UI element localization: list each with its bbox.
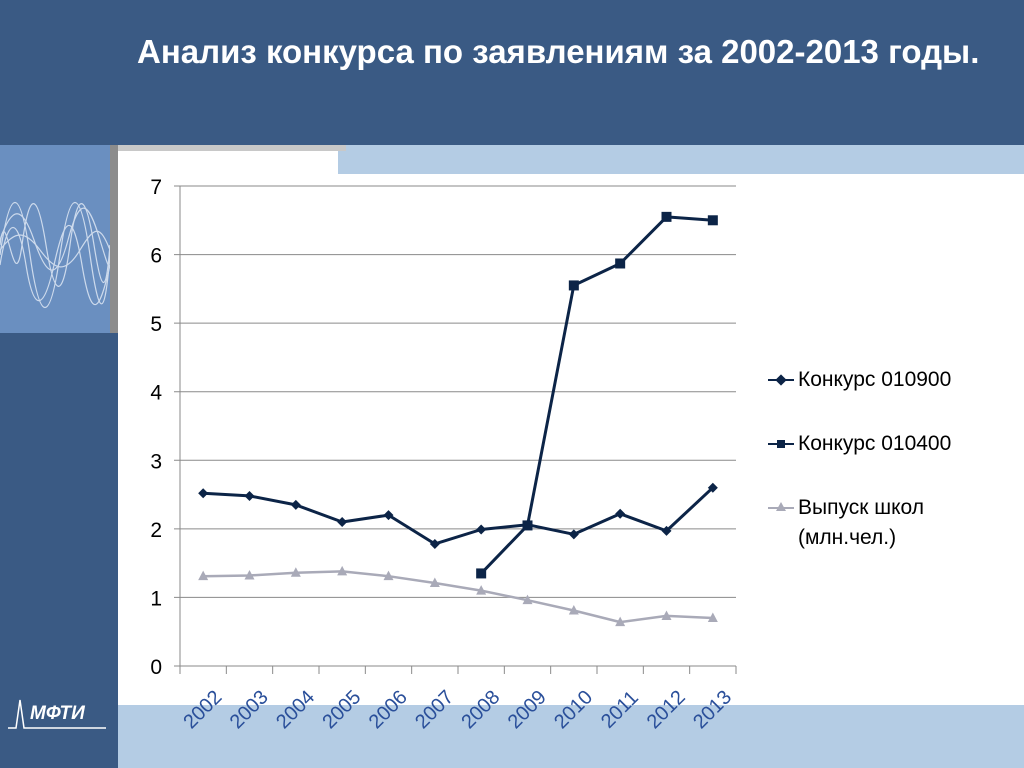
y-tick-label: 1 <box>150 587 162 610</box>
y-tick-label: 5 <box>150 313 162 336</box>
y-tick-label: 4 <box>150 382 162 405</box>
line-chart: 0 1 2 3 4 5 6 7 2002 2003 2004 2005 2006 2007 2008 2009… <box>150 176 737 733</box>
data-point <box>337 517 348 527</box>
accent-bar-top <box>338 145 1024 174</box>
data-point <box>707 482 718 493</box>
data-point <box>290 499 301 510</box>
chart-legend: Конкурс 010900 Конкурс 010400 Выпуск шко… <box>768 365 1018 587</box>
x-tick-label: 2004 <box>272 686 319 733</box>
data-point <box>661 211 672 222</box>
data-point <box>244 490 255 501</box>
x-tick-label: 2007 <box>411 686 458 733</box>
legend-label: Выпуск школ (млн.чел.) <box>798 496 924 549</box>
data-point <box>429 577 440 588</box>
y-tick-label: 3 <box>150 450 162 473</box>
y-tick-label: 6 <box>150 245 162 268</box>
data-point <box>568 280 579 291</box>
legend-label: Конкурс 010900 <box>798 368 952 391</box>
axis-layer <box>179 186 737 674</box>
x-tick-label: 2009 <box>504 686 551 733</box>
x-tick-label: 2003 <box>226 686 273 733</box>
y-tick-label: 0 <box>150 656 162 679</box>
y-tick-label: 2 <box>150 519 162 542</box>
triangle-marker-icon <box>768 502 794 511</box>
x-tick-label: 2006 <box>365 686 412 733</box>
series-line <box>203 570 713 624</box>
wave-decoration <box>0 145 110 333</box>
legend-label: Конкурс 010400 <box>798 432 952 455</box>
legend-item-konkurs-010900: Конкурс 010900 <box>768 365 1018 395</box>
data-point <box>429 538 440 549</box>
data-point <box>568 604 579 615</box>
data-point <box>615 258 626 269</box>
x-tick-label: 2002 <box>179 686 226 733</box>
mipt-logo-icon <box>8 699 106 729</box>
data-point <box>337 565 348 576</box>
x-tick-label: 2005 <box>318 686 365 733</box>
waveform-icon <box>0 202 110 308</box>
data-point <box>244 569 255 580</box>
data-point <box>476 585 487 595</box>
data-point <box>290 567 301 577</box>
diamond-marker-icon <box>768 374 794 386</box>
data-point <box>476 524 487 535</box>
series-layer <box>198 211 718 627</box>
data-point <box>615 616 626 627</box>
x-tick-label: 2008 <box>457 686 504 733</box>
series-line <box>480 215 713 575</box>
grid-layer <box>174 185 736 667</box>
y-tick-label: 7 <box>150 176 162 199</box>
page-title: Анализ конкурса по заявлениям за 2002-20… <box>137 33 980 70</box>
data-point <box>383 570 394 581</box>
data-point <box>476 568 487 579</box>
data-point <box>568 529 579 540</box>
series-line <box>203 486 714 546</box>
x-tick-label: 2013 <box>689 686 736 733</box>
x-tick-label: 2012 <box>643 686 690 733</box>
accent-bar-bottom <box>118 705 1024 768</box>
data-point <box>707 612 718 622</box>
data-point <box>661 525 672 536</box>
x-tick-label: 2011 <box>597 687 643 733</box>
legend-item-school-graduates: Выпуск школ (млн.чел.) <box>768 493 1018 553</box>
x-tick-label: 2010 <box>550 686 597 733</box>
data-point <box>661 610 672 620</box>
data-point <box>615 508 626 519</box>
panel-divider-top <box>118 145 346 151</box>
label-layer: 0 1 2 3 4 5 6 7 2002 2003 2004 2005 2006 2007 2008 2009… <box>150 176 736 733</box>
panel-divider <box>110 145 118 333</box>
data-point <box>522 520 533 531</box>
logo-text: МФТИ <box>30 703 85 724</box>
data-point <box>707 215 718 226</box>
header-band <box>0 0 1024 145</box>
legend-item-konkurs-010400: Конкурс 010400 <box>768 429 1018 459</box>
data-point <box>522 594 533 605</box>
data-point <box>198 570 209 581</box>
data-point <box>198 488 209 499</box>
square-marker-icon <box>768 440 794 448</box>
